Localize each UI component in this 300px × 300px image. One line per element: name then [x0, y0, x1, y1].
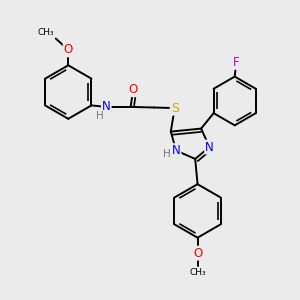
- Text: O: O: [64, 43, 73, 56]
- Text: S: S: [171, 102, 179, 115]
- Text: H: H: [163, 148, 170, 159]
- Text: N: N: [205, 140, 214, 154]
- Text: CH₃: CH₃: [38, 28, 54, 37]
- Text: N: N: [102, 100, 111, 113]
- Text: CH₃: CH₃: [189, 268, 206, 277]
- Text: O: O: [128, 83, 138, 96]
- Text: F: F: [233, 56, 239, 69]
- Text: N: N: [172, 144, 181, 157]
- Text: H: H: [96, 111, 103, 121]
- Text: O: O: [193, 247, 202, 260]
